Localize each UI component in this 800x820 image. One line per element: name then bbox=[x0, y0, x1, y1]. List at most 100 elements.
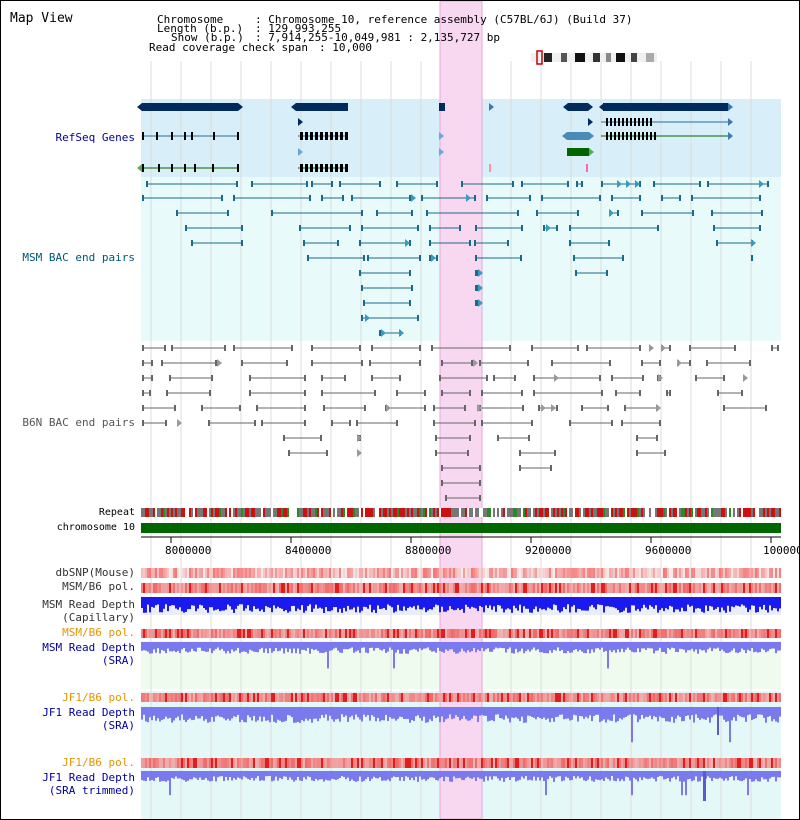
gene-strand-arrow[interactable] bbox=[489, 103, 494, 111]
b6n-bac-end[interactable] bbox=[445, 495, 447, 501]
b6n-bac-end-arrow[interactable] bbox=[743, 374, 748, 382]
b6n-bac-end[interactable] bbox=[364, 405, 366, 411]
jf1-depth-trimmed-label-1[interactable]: JF1 Read Depth bbox=[42, 771, 135, 784]
msm-bac-end-arrow[interactable] bbox=[617, 180, 622, 188]
b6n-bac-end[interactable] bbox=[611, 420, 613, 426]
msm-bac-end[interactable] bbox=[361, 285, 363, 291]
b6n-bac-end[interactable] bbox=[533, 390, 535, 396]
b6n-bac-end[interactable] bbox=[166, 390, 168, 396]
b6n-bac-end[interactable] bbox=[669, 390, 671, 396]
b6n-bac-end[interactable] bbox=[304, 420, 306, 426]
msm-bac-end-arrow[interactable] bbox=[365, 314, 370, 322]
msm-bac-end[interactable] bbox=[657, 225, 659, 231]
gene-strand-arrow[interactable] bbox=[588, 103, 593, 111]
msm-bac-end[interactable] bbox=[411, 210, 413, 216]
b6n-bac-end[interactable] bbox=[601, 390, 603, 396]
b6n-bac-end[interactable] bbox=[471, 360, 473, 366]
gene-strand-arrow[interactable] bbox=[599, 103, 604, 111]
b6n-bac-end[interactable] bbox=[142, 390, 144, 396]
b6n-bac-end[interactable] bbox=[481, 390, 483, 396]
msm-bac-end[interactable] bbox=[429, 255, 431, 261]
msm-b6-pol-track-label[interactable]: MSM/B6 pol. bbox=[62, 580, 135, 593]
msm-bac-end[interactable] bbox=[517, 210, 519, 216]
b6n-bac-end[interactable] bbox=[142, 375, 144, 381]
msm-bac-end[interactable] bbox=[617, 210, 619, 216]
msm-bac-end[interactable] bbox=[227, 210, 229, 216]
b6n-bac-end[interactable] bbox=[765, 405, 767, 411]
b6n-bac-end[interactable] bbox=[749, 360, 751, 366]
msm-bac-end[interactable] bbox=[233, 195, 235, 201]
gene-strand-arrow[interactable] bbox=[137, 103, 142, 111]
msm-bac-end[interactable] bbox=[653, 181, 655, 187]
msm-bac-end[interactable] bbox=[606, 270, 608, 276]
msm-bac-end-arrow[interactable] bbox=[609, 209, 614, 217]
gene-strand-arrow[interactable] bbox=[563, 103, 568, 111]
msm-bac-end[interactable] bbox=[767, 181, 769, 187]
msm-bac-end[interactable] bbox=[507, 240, 509, 246]
b6n-bac-end[interactable] bbox=[208, 420, 210, 426]
msm-bac-end[interactable] bbox=[359, 270, 361, 276]
b6n-bac-end[interactable] bbox=[349, 420, 351, 426]
b6n-bac-end[interactable] bbox=[164, 345, 166, 351]
b6n-bac-end-arrow[interactable] bbox=[554, 374, 559, 382]
b6n-bac-end[interactable] bbox=[664, 450, 666, 456]
b6n-bac-end[interactable] bbox=[469, 435, 471, 441]
msm-bac-end[interactable] bbox=[359, 240, 361, 246]
b6n-bac-end[interactable] bbox=[419, 345, 421, 351]
b6n-bac-end-arrow[interactable] bbox=[473, 359, 478, 367]
msm-bac-end[interactable] bbox=[599, 195, 601, 201]
b6n-bac-end[interactable] bbox=[171, 345, 173, 351]
msm-bac-end[interactable] bbox=[361, 225, 363, 231]
gene-strand-arrow[interactable] bbox=[238, 103, 243, 111]
b6n-bac-end-arrow[interactable] bbox=[658, 374, 663, 382]
b6n-bac-end[interactable] bbox=[509, 345, 511, 351]
b6n-bac-end[interactable] bbox=[254, 420, 256, 426]
b6n-bac-end[interactable] bbox=[356, 420, 358, 426]
b6n-bac-end[interactable] bbox=[533, 375, 535, 381]
gene-block[interactable] bbox=[567, 148, 589, 156]
b6n-bac-end[interactable] bbox=[522, 405, 524, 411]
b6n-bac-end[interactable] bbox=[441, 465, 443, 471]
msm-bac-end[interactable] bbox=[185, 225, 187, 231]
b6n-bac-track-label[interactable]: B6N BAC end pairs bbox=[22, 416, 135, 429]
msm-bac-end[interactable] bbox=[567, 181, 569, 187]
msm-bac-end[interactable] bbox=[303, 240, 305, 246]
msm-bac-end[interactable] bbox=[461, 181, 463, 187]
dbsnp-track-label[interactable]: dbSNP(Mouse) bbox=[55, 566, 135, 579]
b6n-bac-end[interactable] bbox=[695, 375, 697, 381]
msm-bac-end[interactable] bbox=[576, 181, 578, 187]
b6n-bac-end[interactable] bbox=[374, 390, 376, 396]
msm-bac-end[interactable] bbox=[409, 270, 411, 276]
msm-bac-end[interactable] bbox=[221, 195, 223, 201]
msm-bac-end-arrow[interactable] bbox=[751, 239, 756, 247]
b6n-bac-end[interactable] bbox=[435, 450, 437, 456]
b6n-bac-end[interactable] bbox=[435, 435, 437, 441]
b6n-bac-end[interactable] bbox=[464, 405, 466, 411]
b6n-bac-end[interactable] bbox=[479, 465, 481, 471]
b6n-bac-end[interactable] bbox=[550, 465, 552, 471]
b6n-bac-end[interactable] bbox=[642, 375, 644, 381]
b6n-bac-end-arrow[interactable] bbox=[656, 404, 661, 412]
b6n-bac-end[interactable] bbox=[723, 375, 725, 381]
msm-bac-end[interactable] bbox=[716, 240, 718, 246]
b6n-bac-end[interactable] bbox=[369, 360, 371, 366]
b6n-bac-end[interactable] bbox=[624, 405, 626, 411]
msm-bac-end[interactable] bbox=[556, 225, 558, 231]
b6n-bac-end[interactable] bbox=[396, 390, 398, 396]
b6n-bac-end[interactable] bbox=[639, 345, 641, 351]
b6n-bac-end[interactable] bbox=[741, 390, 743, 396]
gene-strand-arrow[interactable] bbox=[298, 118, 303, 126]
b6n-bac-end[interactable] bbox=[359, 345, 361, 351]
b6n-bac-end[interactable] bbox=[706, 360, 708, 366]
b6n-bac-end[interactable] bbox=[777, 345, 779, 351]
msm-bac-end[interactable] bbox=[691, 195, 693, 201]
b6n-bac-end[interactable] bbox=[439, 375, 441, 381]
b6n-bac-end[interactable] bbox=[371, 375, 373, 381]
b6n-bac-end[interactable] bbox=[151, 360, 153, 366]
b6n-bac-end[interactable] bbox=[321, 375, 323, 381]
msm-bac-end[interactable] bbox=[622, 255, 624, 261]
msm-bac-end[interactable] bbox=[486, 195, 488, 201]
b6n-bac-end[interactable] bbox=[304, 375, 306, 381]
msm-bac-end[interactable] bbox=[475, 285, 477, 291]
msm-bac-end[interactable] bbox=[409, 195, 411, 201]
